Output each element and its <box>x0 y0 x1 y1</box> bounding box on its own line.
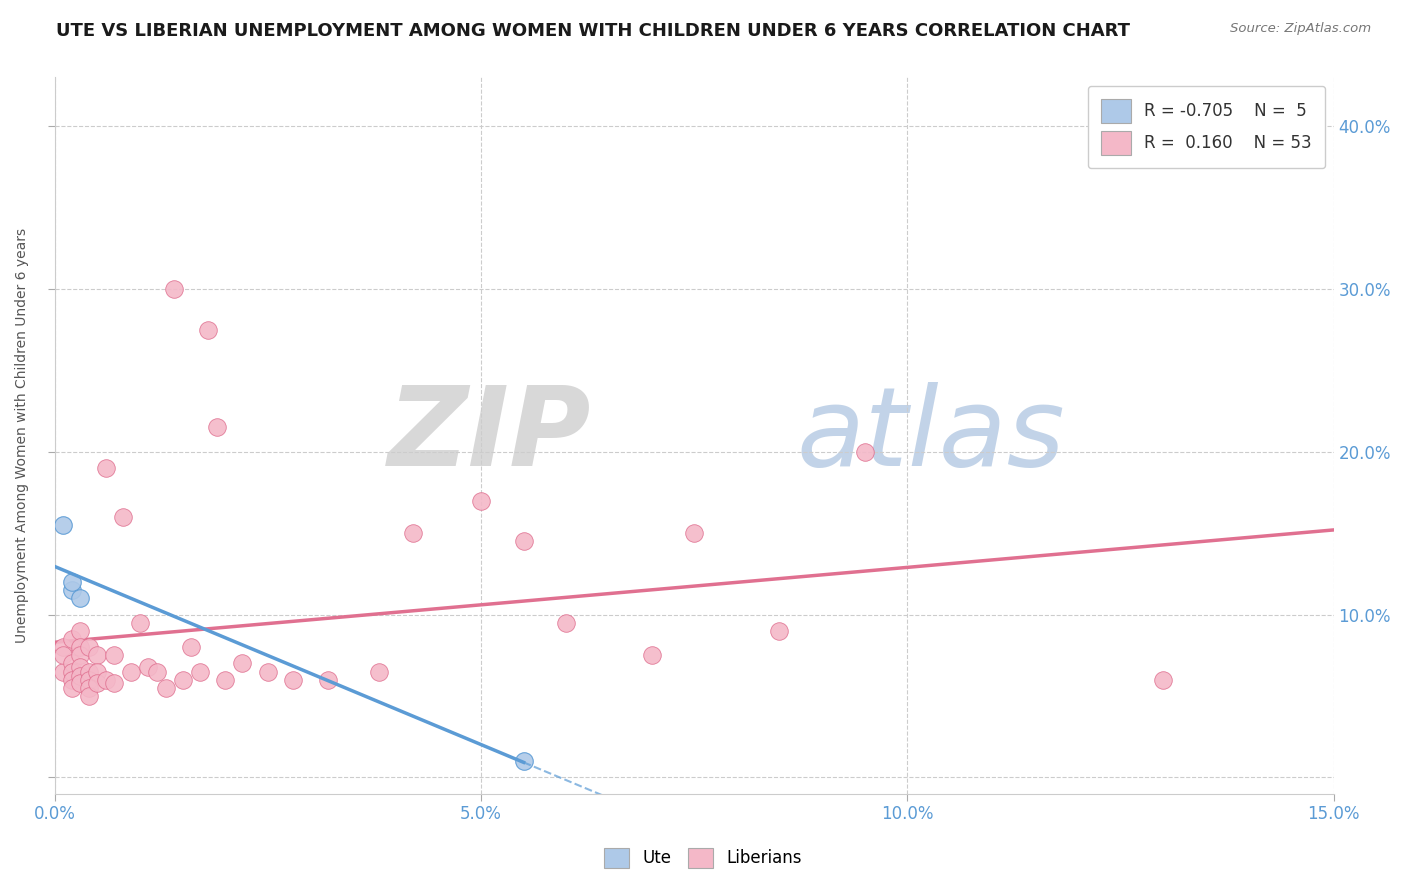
Point <box>86 665 108 679</box>
Point <box>86 648 108 663</box>
Point <box>512 534 534 549</box>
Point <box>146 665 169 679</box>
Point <box>163 282 186 296</box>
Point <box>214 673 236 687</box>
Point <box>188 665 211 679</box>
Point <box>77 640 100 655</box>
Point <box>60 657 83 671</box>
Text: ZIP: ZIP <box>388 382 592 489</box>
Point <box>69 676 91 690</box>
Point <box>60 583 83 598</box>
Text: UTE VS LIBERIAN UNEMPLOYMENT AMONG WOMEN WITH CHILDREN UNDER 6 YEARS CORRELATION: UTE VS LIBERIAN UNEMPLOYMENT AMONG WOMEN… <box>56 22 1130 40</box>
Point <box>197 323 219 337</box>
Legend: R = -0.705    N =  5, R =  0.160    N = 53: R = -0.705 N = 5, R = 0.160 N = 53 <box>1088 86 1326 168</box>
Point <box>283 673 305 687</box>
Point <box>129 615 152 630</box>
Point <box>103 676 125 690</box>
Point <box>172 673 194 687</box>
Point <box>69 640 91 655</box>
Point <box>77 665 100 679</box>
Point <box>402 526 425 541</box>
Point <box>77 681 100 695</box>
Point <box>60 673 83 687</box>
Point <box>52 665 75 679</box>
Point <box>69 659 91 673</box>
Point <box>60 575 83 590</box>
Point <box>86 676 108 690</box>
Point <box>512 754 534 768</box>
Point <box>69 648 91 663</box>
Point <box>60 681 83 695</box>
Point <box>60 632 83 646</box>
Point <box>853 445 876 459</box>
Point <box>69 669 91 683</box>
Y-axis label: Unemployment Among Women with Children Under 6 years: Unemployment Among Women with Children U… <box>15 228 30 643</box>
Point <box>316 673 339 687</box>
Point <box>111 510 134 524</box>
Point <box>155 681 177 695</box>
Point <box>77 673 100 687</box>
Text: Source: ZipAtlas.com: Source: ZipAtlas.com <box>1230 22 1371 36</box>
Point <box>768 624 790 638</box>
Point <box>69 591 91 606</box>
Point <box>1152 673 1174 687</box>
Point <box>555 615 578 630</box>
Point <box>683 526 706 541</box>
Legend: Ute, Liberians: Ute, Liberians <box>598 841 808 875</box>
Point <box>69 624 91 638</box>
Point <box>77 689 100 703</box>
Point <box>94 673 117 687</box>
Point <box>52 640 75 655</box>
Point <box>640 648 662 663</box>
Point <box>367 665 389 679</box>
Point <box>231 657 253 671</box>
Point <box>94 461 117 475</box>
Point <box>103 648 125 663</box>
Point <box>257 665 280 679</box>
Point <box>138 659 160 673</box>
Text: atlas: atlas <box>796 382 1066 489</box>
Point <box>205 420 228 434</box>
Point <box>470 493 492 508</box>
Point <box>52 648 75 663</box>
Point <box>180 640 202 655</box>
Point <box>120 665 142 679</box>
Point <box>60 665 83 679</box>
Point <box>52 518 75 533</box>
